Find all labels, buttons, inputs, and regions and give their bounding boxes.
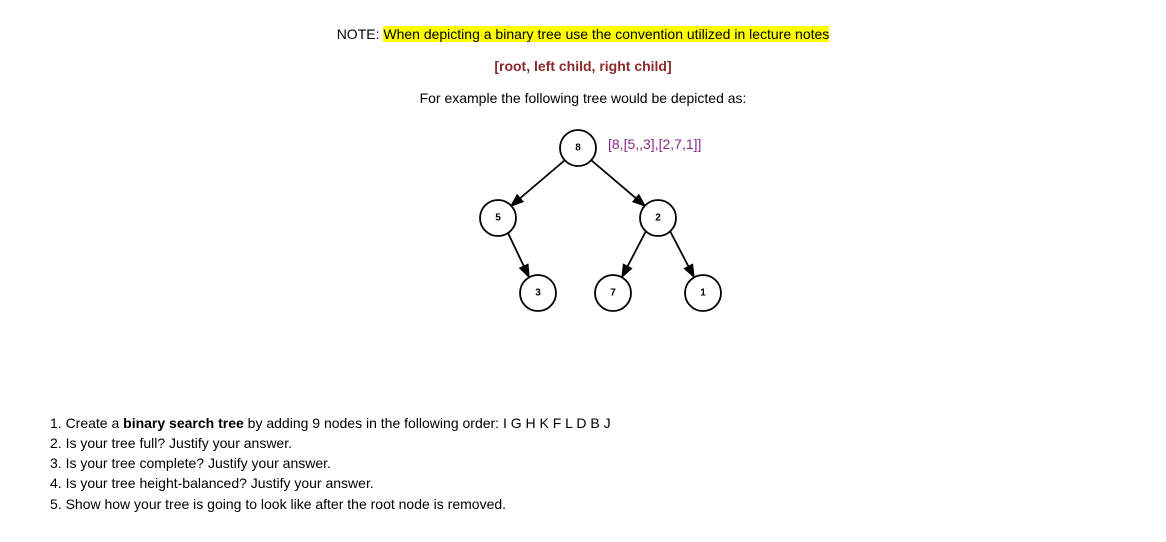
note-highlighted: When depicting a binary tree use the con… xyxy=(383,26,829,42)
tree-svg: 8 5 2 3 7 1 xyxy=(383,118,783,348)
tree-notation-label: [8,[5,,3],[2,7,1]] xyxy=(608,136,701,152)
question-3: 3. Is your tree complete? Justify your a… xyxy=(50,453,611,473)
tree-edge xyxy=(622,231,646,277)
tree-node-label: 8 xyxy=(575,143,581,154)
q1-pre: 1. Create a xyxy=(50,415,123,431)
note-block: NOTE: When depicting a binary tree use t… xyxy=(50,26,1116,106)
question-5: 5. Show how your tree is going to look l… xyxy=(50,494,611,514)
tree-edge xyxy=(591,160,645,206)
question-4: 4. Is your tree height-balanced? Justify… xyxy=(50,473,611,493)
note-line-1: NOTE: When depicting a binary tree use t… xyxy=(50,26,1116,42)
tree-node-label: 2 xyxy=(655,213,661,224)
tree-node-label: 3 xyxy=(535,288,541,299)
tree-edge xyxy=(508,233,529,277)
tree-node-label: 5 xyxy=(495,213,501,224)
tree-node-label: 1 xyxy=(700,288,706,299)
question-2: 2. Is your tree full? Justify your answe… xyxy=(50,433,611,453)
tree-diagram: 8 5 2 3 7 1 [8,[5,,3],[2,7,1]] xyxy=(383,118,783,348)
note-line-3: For example the following tree would be … xyxy=(50,90,1116,106)
question-1: 1. Create a binary search tree by adding… xyxy=(50,413,611,433)
note-prefix: NOTE: xyxy=(337,26,384,42)
note-line-2: [root, left child, right child] xyxy=(50,58,1116,74)
tree-nodes: 8 5 2 3 7 1 xyxy=(480,130,721,311)
tree-node-label: 7 xyxy=(610,288,616,299)
tree-edge xyxy=(511,160,565,206)
tree-edge xyxy=(670,231,694,277)
q1-bold: binary search tree xyxy=(123,415,244,431)
q1-post: by adding 9 nodes in the following order… xyxy=(244,415,611,431)
question-list: 1. Create a binary search tree by adding… xyxy=(50,413,611,514)
